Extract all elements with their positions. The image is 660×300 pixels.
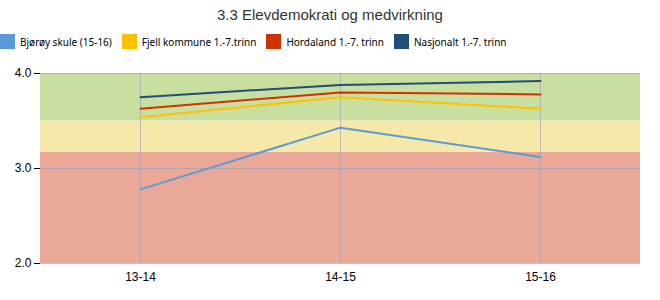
html-text:Hordaland 1.-7. trinn: Hordaland 1.-7. trinn — [286, 34, 384, 49]
svg-text:15-16: 15-16 — [525, 270, 556, 284]
html-text:3.3 Elevdemokrati og medvirkni: 3.3 Elevdemokrati og medvirkning — [217, 6, 443, 23]
svg-text:4.0: 4.0 — [15, 66, 32, 80]
svg-text:14-15: 14-15 — [325, 270, 356, 284]
html-text:Bjørøy skule (15-16): Bjørøy skule (15-16) — [20, 34, 112, 49]
svg-text:3.0: 3.0 — [15, 161, 32, 175]
svg-text:2.0: 2.0 — [15, 256, 32, 270]
html-text:Fjell kommune 1.-7.trinn: Fjell kommune 1.-7.trinn — [141, 34, 257, 49]
html-text:Nasjonalt 1.-7. trinn: Nasjonalt 1.-7. trinn — [414, 34, 507, 49]
svg-text:13-14: 13-14 — [125, 270, 156, 284]
